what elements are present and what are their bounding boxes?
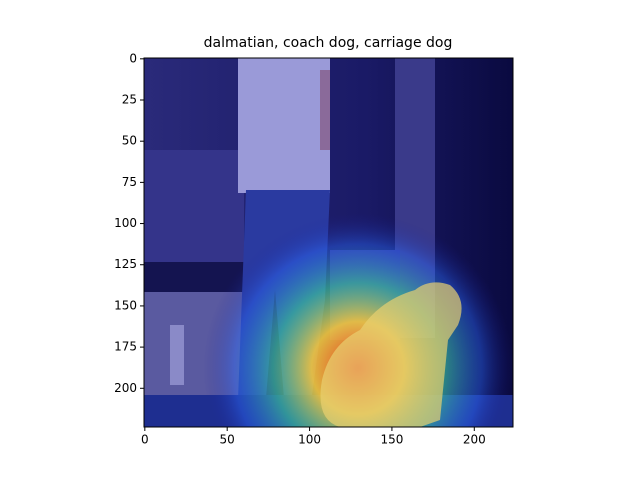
- y-tick-label: 150: [114, 298, 137, 312]
- y-tick-label: 50: [122, 134, 137, 148]
- image: [144, 58, 513, 427]
- y-tick-label: 175: [114, 340, 137, 354]
- x-tick-label: 150: [380, 433, 403, 447]
- y-tick-label: 200: [114, 381, 137, 395]
- x-tick-label: 200: [463, 433, 486, 447]
- y-tick-label: 75: [122, 175, 137, 189]
- x-tick-label: 100: [298, 433, 321, 447]
- y-tick-label: 0: [129, 51, 137, 65]
- x-tick-label: 50: [220, 433, 235, 447]
- y-tick-label: 125: [114, 257, 137, 271]
- x-tick-label: 0: [141, 433, 149, 447]
- axes-frame: [143, 57, 514, 428]
- y-tick-label: 100: [114, 216, 137, 230]
- y-tick-label: 25: [122, 93, 137, 107]
- chart-title: dalmatian, coach dog, carriage dog: [204, 35, 453, 51]
